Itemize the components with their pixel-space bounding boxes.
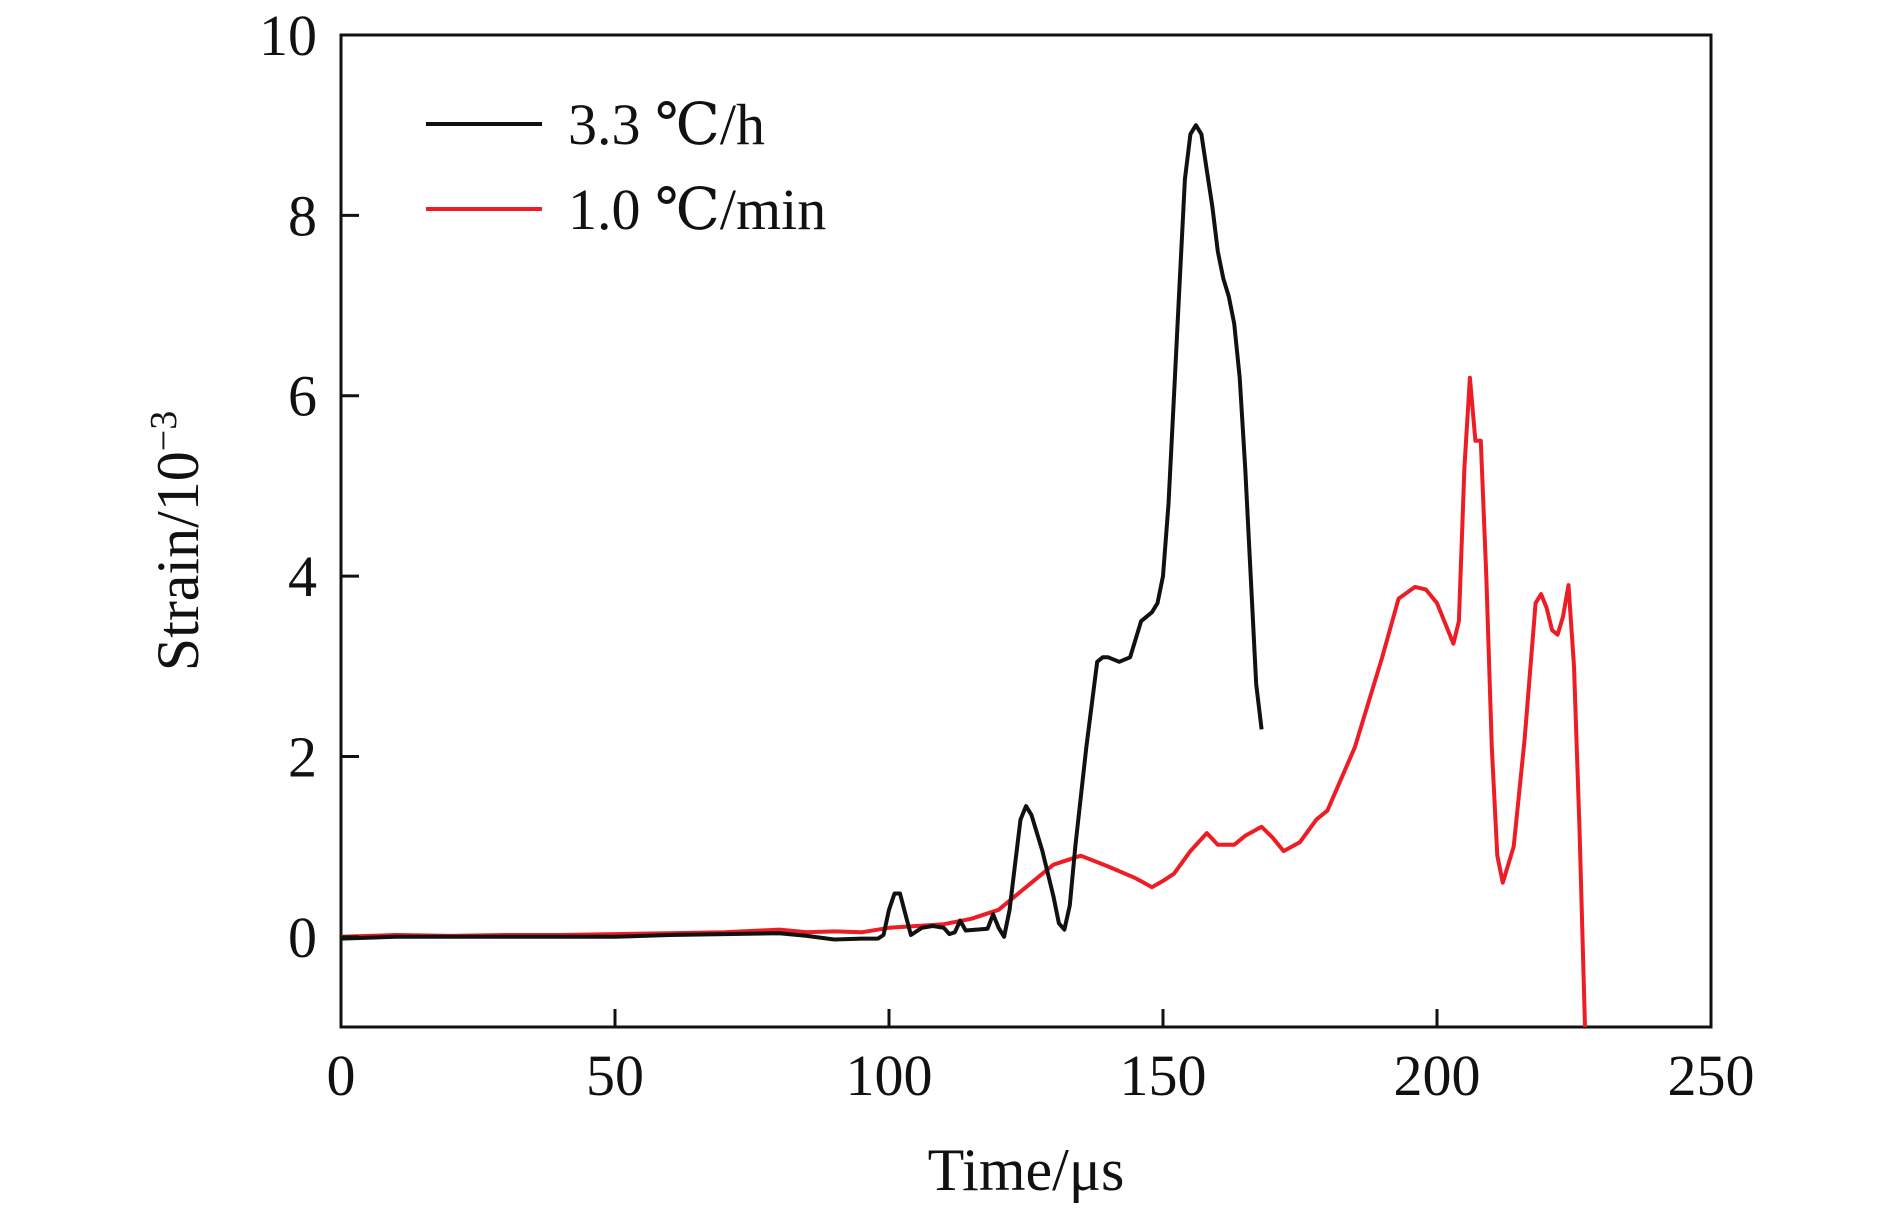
x-tick-label: 250	[1668, 1043, 1755, 1108]
y-axis-label-text: Strain/10	[145, 451, 211, 671]
y-axis-label-exponent: −3	[143, 411, 185, 451]
series-line-1	[341, 375, 1587, 1027]
x-axis-label: Time/μs	[928, 1137, 1125, 1203]
y-tick-label: 4	[288, 544, 317, 609]
series-layer	[341, 123, 1587, 1027]
y-tick-label: 2	[288, 724, 317, 789]
y-axis-ticks: 0 2 4 6 8 10	[259, 3, 359, 970]
legend: 3.3 ℃/h 1.0 ℃/min	[426, 92, 826, 242]
x-tick-label: 150	[1120, 1043, 1207, 1108]
y-tick-label: 6	[288, 364, 317, 429]
legend-label-0: 3.3 ℃/h	[568, 92, 765, 157]
y-tick-label: 8	[288, 183, 317, 248]
legend-label-1: 1.0 ℃/min	[568, 177, 826, 242]
y-axis-label: Strain/10−3	[143, 411, 211, 671]
x-tick-label: 200	[1394, 1043, 1481, 1108]
x-tick-label: 0	[327, 1043, 356, 1108]
y-tick-label: 10	[259, 3, 317, 68]
x-tick-label: 50	[586, 1043, 644, 1108]
series-line-0	[341, 123, 1264, 942]
y-tick-label: 0	[288, 905, 317, 970]
x-axis-ticks: 0 50 100 150 200 250	[327, 1009, 1755, 1108]
plot-frame	[339, 33, 1713, 1029]
x-tick-label: 100	[846, 1043, 933, 1108]
